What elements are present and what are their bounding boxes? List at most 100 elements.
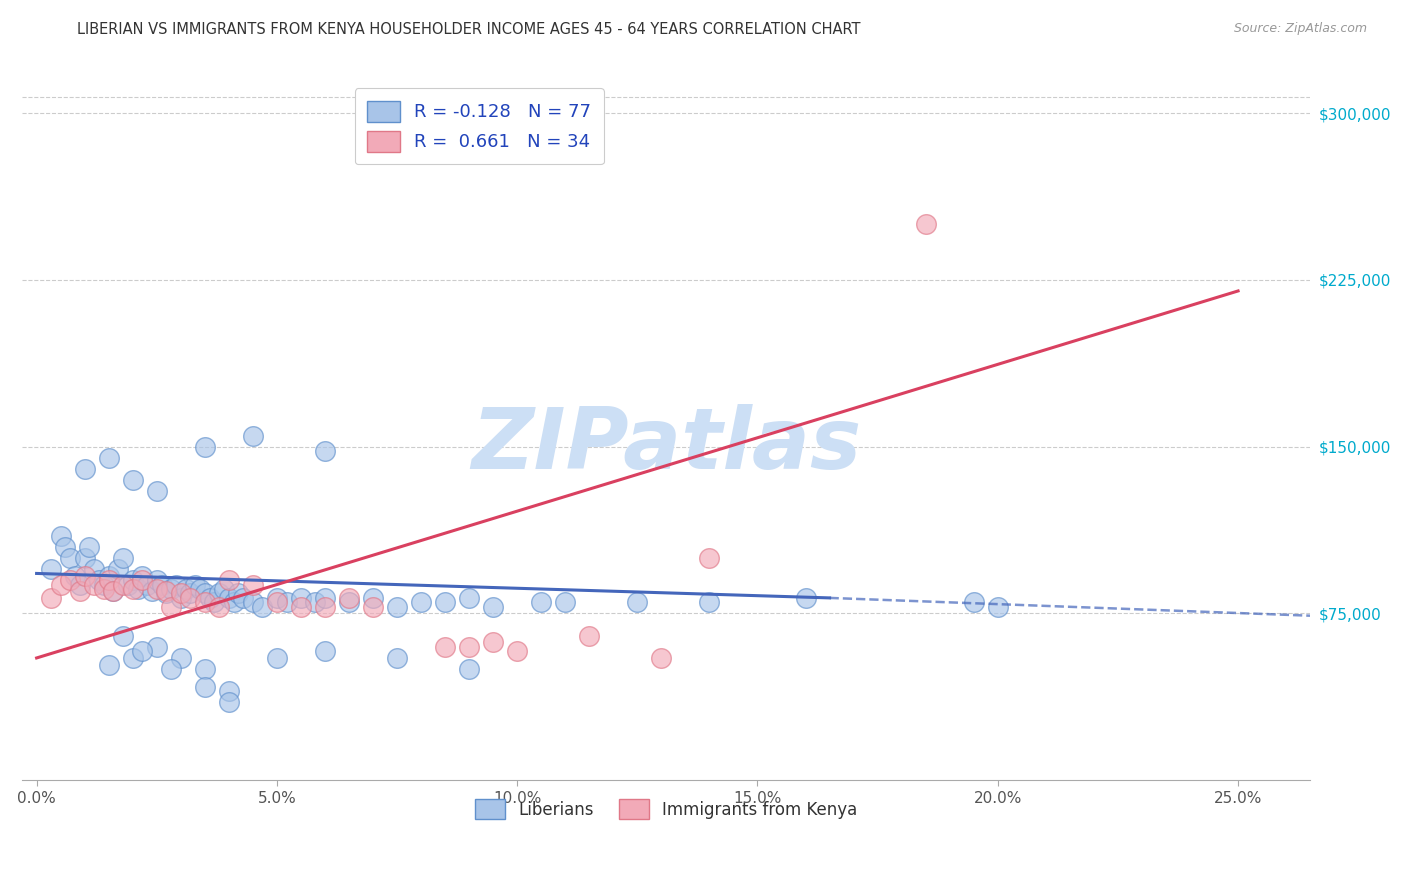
Point	[49, 577, 72, 591]
Point	[184, 577, 207, 591]
Point	[458, 640, 481, 654]
Point	[314, 444, 336, 458]
Point	[914, 217, 936, 231]
Point	[59, 550, 82, 565]
Point	[188, 582, 211, 596]
Point	[97, 657, 120, 672]
Point	[385, 599, 408, 614]
Point	[160, 599, 183, 614]
Point	[194, 440, 217, 454]
Point	[458, 662, 481, 676]
Point	[136, 577, 159, 591]
Point	[112, 577, 135, 591]
Point	[69, 584, 91, 599]
Point	[145, 573, 167, 587]
Point	[145, 484, 167, 499]
Point	[165, 577, 187, 591]
Point	[218, 695, 240, 709]
Point	[170, 651, 193, 665]
Point	[179, 591, 201, 605]
Point	[63, 568, 86, 582]
Point	[141, 584, 163, 599]
Point	[276, 595, 298, 609]
Point	[170, 591, 193, 605]
Point	[79, 540, 101, 554]
Point	[121, 473, 143, 487]
Point	[578, 629, 600, 643]
Point	[73, 550, 96, 565]
Point	[794, 591, 817, 605]
Point	[194, 586, 217, 600]
Point	[145, 640, 167, 654]
Point	[314, 599, 336, 614]
Point	[266, 595, 288, 609]
Point	[59, 573, 82, 587]
Point	[699, 550, 721, 565]
Point	[97, 573, 120, 587]
Point	[103, 584, 125, 599]
Point	[482, 635, 505, 649]
Point	[131, 644, 153, 658]
Point	[434, 640, 457, 654]
Point	[160, 582, 183, 596]
Point	[49, 528, 72, 542]
Point	[218, 591, 240, 605]
Point	[530, 595, 553, 609]
Point	[155, 586, 177, 600]
Point	[107, 562, 129, 576]
Point	[208, 599, 231, 614]
Point	[232, 591, 254, 605]
Point	[208, 586, 231, 600]
Point	[39, 562, 62, 576]
Point	[73, 462, 96, 476]
Point	[699, 595, 721, 609]
Text: Source: ZipAtlas.com: Source: ZipAtlas.com	[1233, 22, 1367, 36]
Point	[242, 577, 264, 591]
Point	[194, 595, 217, 609]
Text: ZIPatlas: ZIPatlas	[471, 404, 862, 487]
Point	[482, 599, 505, 614]
Point	[83, 577, 105, 591]
Point	[506, 644, 529, 658]
Point	[93, 577, 115, 591]
Point	[174, 582, 197, 596]
Point	[290, 599, 312, 614]
Point	[337, 591, 360, 605]
Point	[155, 584, 177, 599]
Point	[222, 595, 245, 609]
Point	[626, 595, 648, 609]
Point	[314, 644, 336, 658]
Point	[554, 595, 576, 609]
Point	[266, 591, 288, 605]
Point	[194, 680, 217, 694]
Point	[131, 568, 153, 582]
Point	[145, 582, 167, 596]
Point	[987, 599, 1010, 614]
Point	[103, 584, 125, 599]
Point	[252, 599, 274, 614]
Point	[314, 591, 336, 605]
Point	[218, 573, 240, 587]
Point	[337, 595, 360, 609]
Point	[361, 599, 384, 614]
Point	[160, 662, 183, 676]
Point	[202, 595, 225, 609]
Point	[87, 573, 110, 587]
Point	[228, 586, 250, 600]
Point	[131, 573, 153, 587]
Point	[39, 591, 62, 605]
Point	[434, 595, 457, 609]
Point	[112, 629, 135, 643]
Point	[127, 582, 149, 596]
Point	[242, 428, 264, 442]
Text: LIBERIAN VS IMMIGRANTS FROM KENYA HOUSEHOLDER INCOME AGES 45 - 64 YEARS CORRELAT: LIBERIAN VS IMMIGRANTS FROM KENYA HOUSEH…	[77, 22, 860, 37]
Point	[150, 577, 173, 591]
Point	[194, 662, 217, 676]
Point	[93, 582, 115, 596]
Legend: Liberians, Immigrants from Kenya: Liberians, Immigrants from Kenya	[468, 793, 865, 825]
Point	[242, 595, 264, 609]
Point	[97, 568, 120, 582]
Point	[963, 595, 986, 609]
Point	[198, 591, 221, 605]
Point	[266, 651, 288, 665]
